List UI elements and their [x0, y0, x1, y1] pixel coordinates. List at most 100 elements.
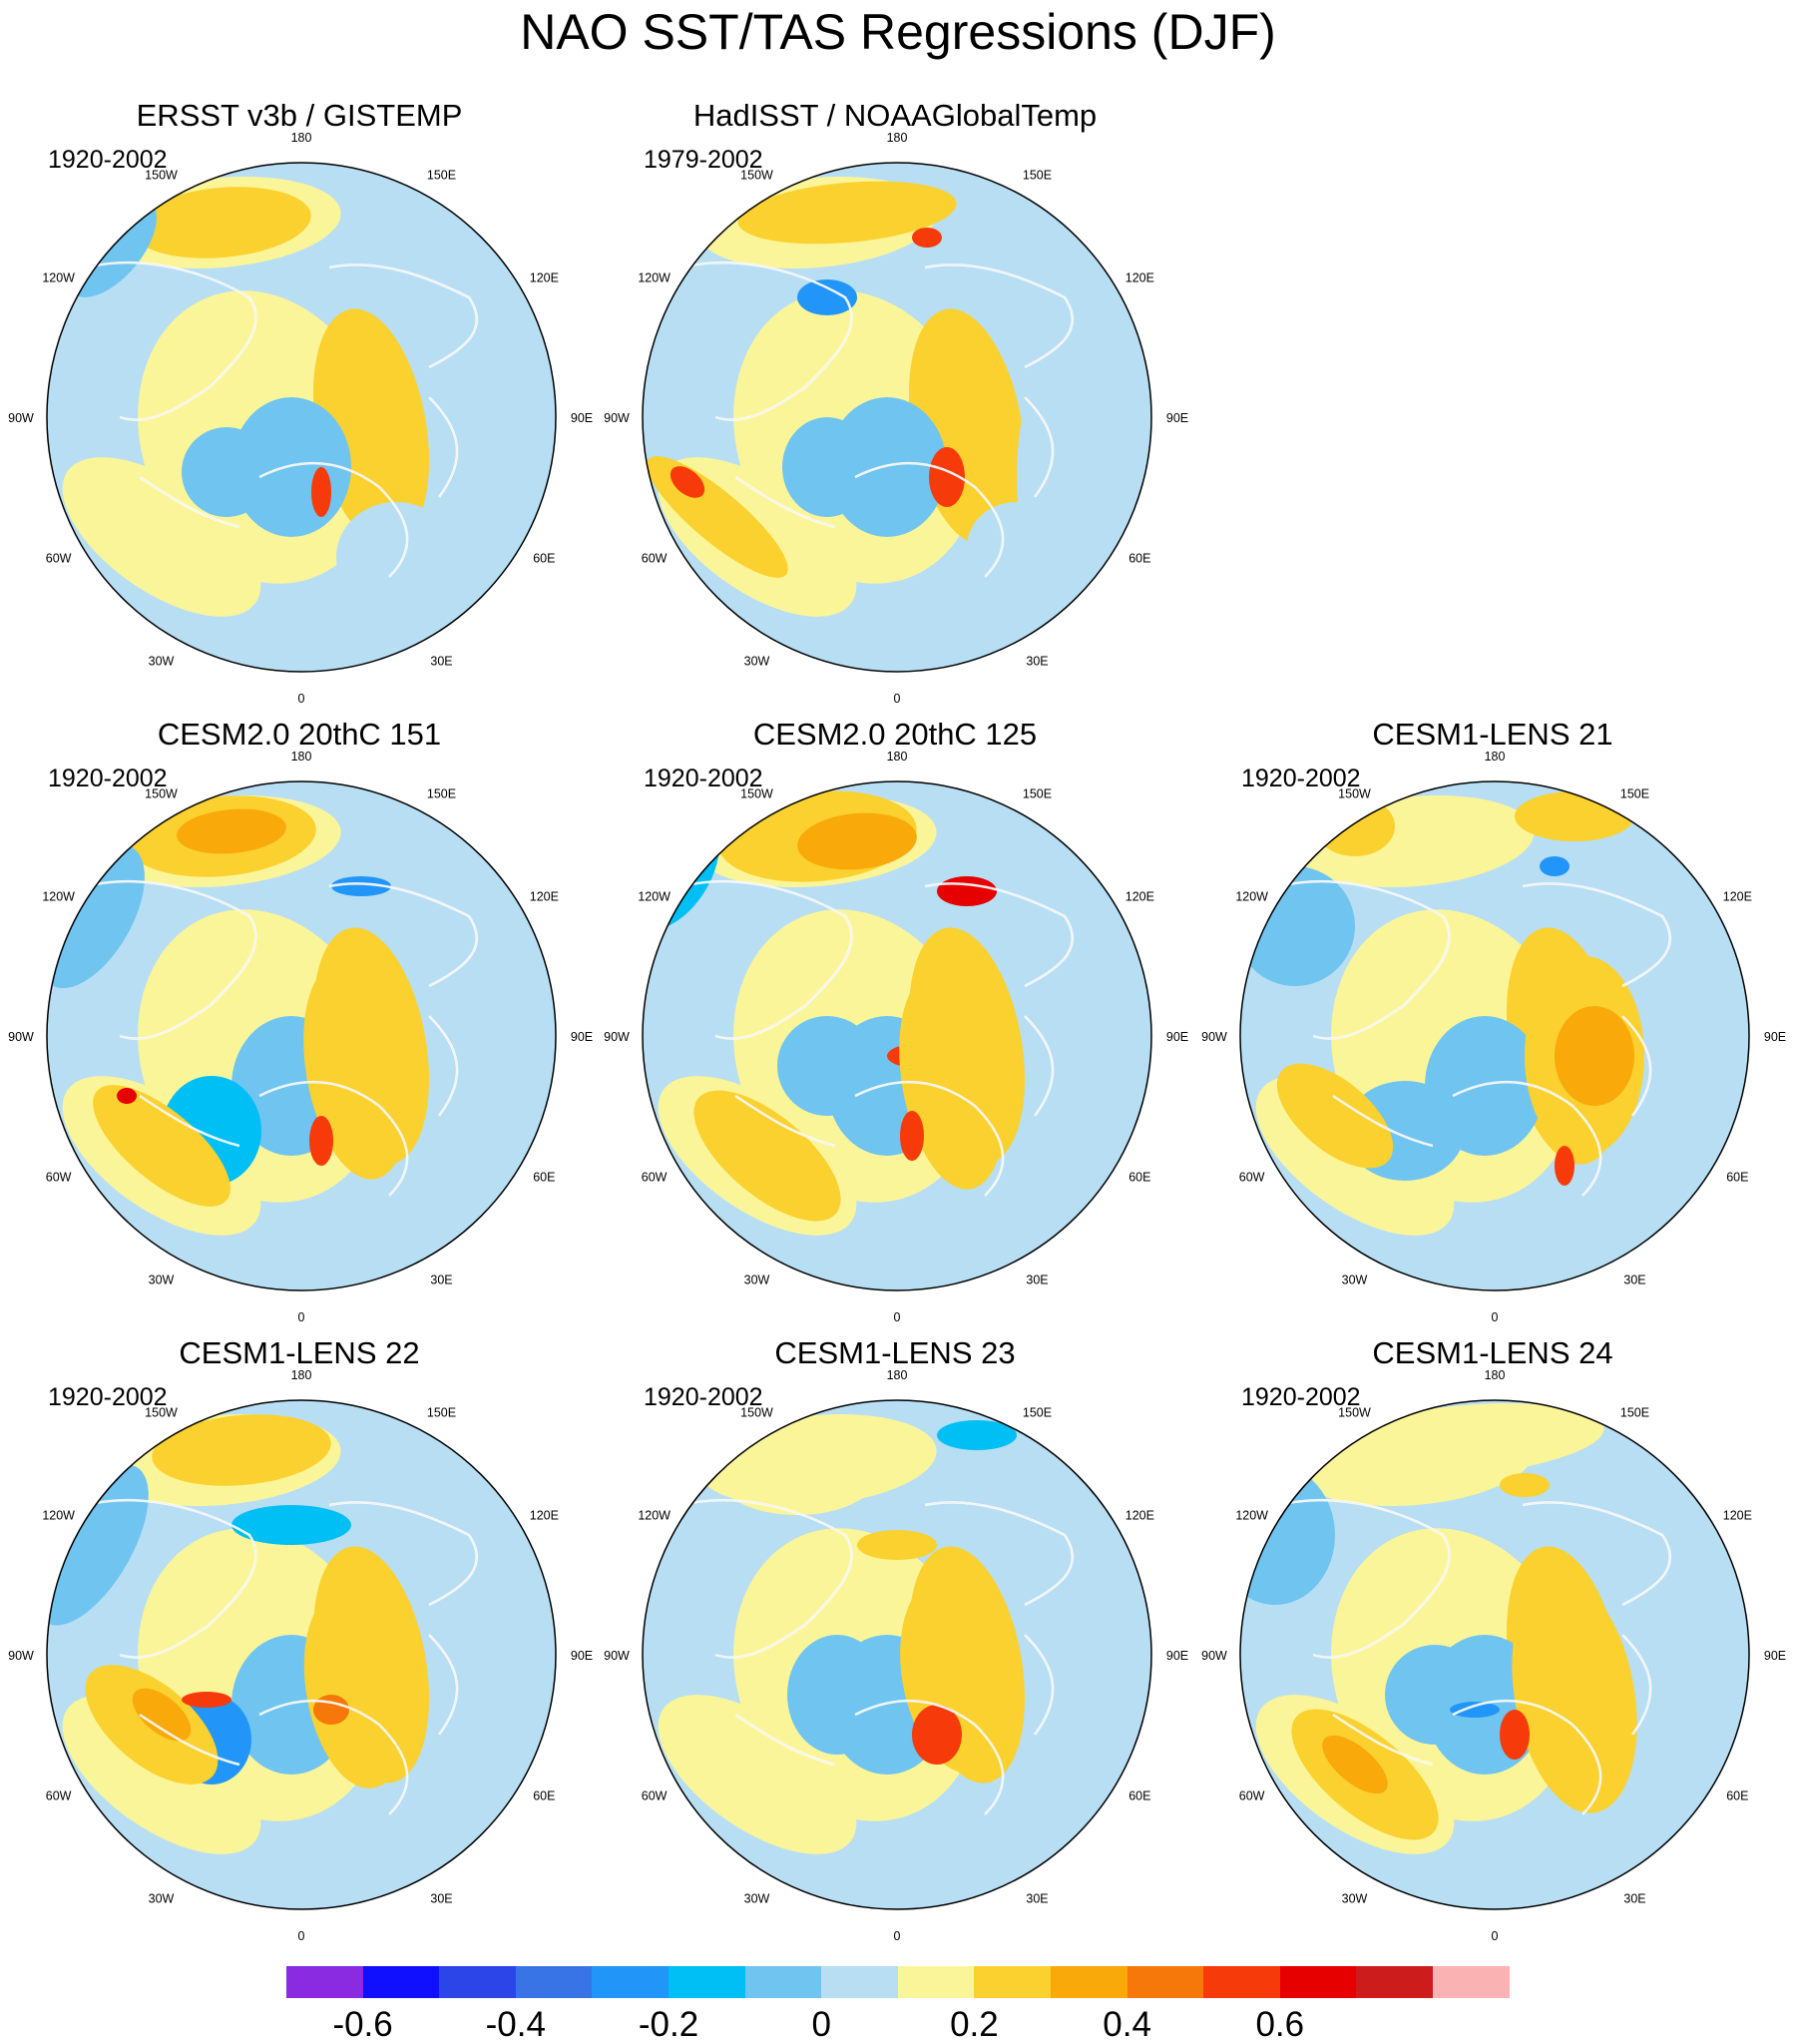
colorbar-box [669, 1966, 745, 1998]
colorbar-box [439, 1966, 516, 1998]
longitude-label: 150W [1338, 1406, 1371, 1420]
longitude-label: 120E [1125, 271, 1154, 285]
colorbar-box [1356, 1966, 1433, 1998]
anomaly-region [1322, 1735, 1388, 1794]
longitude-label: 90E [1166, 1030, 1188, 1044]
longitude-label: 0 [894, 1310, 901, 1324]
coastline-outline [1621, 1634, 1652, 1736]
anomaly-region [737, 181, 957, 245]
coastline-outline [1252, 879, 1451, 1040]
polar-map: 180 150E 120E 90E 60E 30E 0 30W 60W 90W 120W 150W [8, 131, 593, 706]
longitude-label: 180 [291, 750, 312, 764]
coastline-outline [655, 879, 853, 1040]
anomaly-region [857, 1530, 937, 1560]
longitude-label: 120E [1125, 890, 1154, 904]
coastline-outline [1452, 1080, 1602, 1197]
longitude-label: 0 [1492, 1929, 1499, 1943]
anomaly-region [717, 1435, 877, 1515]
coastline-outline [924, 1501, 1075, 1607]
longitude-label: 120E [530, 1509, 559, 1523]
map-field [1240, 1400, 1749, 1909]
longitude-label: 30E [1026, 1891, 1048, 1905]
anomaly-region [912, 1705, 962, 1765]
longitude-label: 90E [571, 1030, 593, 1044]
longitude-label: 30W [1342, 1273, 1368, 1286]
anomaly-region [937, 1420, 1017, 1450]
colorbar-box [1051, 1966, 1127, 1998]
longitude-label: 180 [1485, 750, 1506, 764]
anomaly-region [132, 1688, 192, 1742]
anomaly-region [132, 187, 311, 258]
map-panel-cesm2-125: CESM2.0 20thC 125 1920-2002 180 150E 120E 9… [596, 717, 1194, 1335]
longitude-label: 90W [1201, 1030, 1227, 1044]
anomaly-region [1276, 1063, 1394, 1169]
panel-period: 1979-2002 [644, 146, 763, 174]
longitude-label: 90E [1166, 1649, 1188, 1663]
anomaly-region [1500, 1473, 1550, 1497]
coastline-outline [854, 1699, 1005, 1815]
anomaly-region [1555, 1006, 1634, 1106]
anomaly-region [1512, 1576, 1637, 1813]
longitude-label: 150E [1620, 787, 1649, 801]
coastline-outline [1252, 1498, 1451, 1659]
anomaly-region [797, 812, 917, 870]
longitude-label: 90E [1764, 1649, 1786, 1663]
longitude-label: 0 [298, 1929, 305, 1943]
longitude-label: 30E [1623, 1273, 1645, 1286]
longitude-label: 60W [46, 1789, 72, 1803]
coastline-outline [139, 1713, 240, 1767]
longitude-label: 60W [642, 1789, 668, 1803]
anomaly-region [1450, 1702, 1500, 1718]
colorbar-tick-label: -0.2 [638, 2005, 699, 2044]
longitude-label: 60E [1726, 1171, 1748, 1185]
panel-period: 1920-2002 [1241, 765, 1361, 792]
panel-period: 1920-2002 [48, 1383, 168, 1411]
longitude-label: 60W [46, 552, 72, 566]
longitude-label: 150E [1023, 1406, 1052, 1420]
anomaly-region [47, 1464, 149, 1626]
map-panel-lens-23: CESM1-LENS 23 1920-2002 180 150E 120E 90E 60… [596, 1335, 1194, 1954]
longitude-label: 60E [1726, 1789, 1748, 1803]
coastline-outline [428, 1634, 459, 1736]
map-frame [642, 780, 1152, 1291]
longitude-label: 0 [1492, 1310, 1499, 1324]
map-frame [642, 1399, 1152, 1910]
longitude-label: 30W [744, 654, 770, 668]
colorbar-tick-label: -0.4 [485, 2005, 546, 2044]
anomaly-region [664, 1699, 811, 1830]
longitude-label: 60W [1239, 1171, 1265, 1185]
anomaly-region [62, 457, 261, 617]
longitude-label: 150W [1338, 787, 1371, 801]
anomaly-region [93, 1085, 230, 1207]
map-panel-lens-21: CESM1-LENS 21 1920-2002 180 150E 120E 90E 60… [1193, 717, 1792, 1335]
longitude-label: 150E [1023, 169, 1052, 183]
anomaly-region [313, 1695, 349, 1725]
panel-title: CESM2.0 20thC 151 [157, 717, 442, 752]
panel-period: 1920-2002 [48, 765, 168, 792]
longitude-label: 30W [744, 1891, 770, 1905]
longitude-label: 120W [42, 890, 75, 904]
anomaly-region [303, 1591, 409, 1788]
longitude-label: 30W [149, 654, 175, 668]
colorbar-box [897, 1966, 975, 1998]
longitude-label: 180 [291, 131, 312, 145]
longitude-label: 30E [430, 654, 452, 668]
longitude-label: 180 [1485, 1368, 1506, 1382]
longitude-label: 90W [8, 411, 34, 425]
coastline-outline [1452, 1699, 1602, 1815]
longitude-label: 90W [604, 1030, 630, 1044]
coastline-outline [258, 1080, 409, 1197]
anomaly-region [797, 279, 857, 315]
longitude-label: 150E [427, 787, 456, 801]
figure-title: NAO SST/TAS Regressions (DJF) [520, 4, 1276, 60]
longitude-label: 150E [1023, 787, 1052, 801]
map-panel-hadisst-noaa: HadISST / NOAAGlobalTemp 1979-2002 180 15… [596, 98, 1194, 717]
map-field [1240, 781, 1749, 1290]
polar-map: 180 150E 120E 90E 60E 30E 0 30W 60W 90W 120W 150W [1201, 1368, 1786, 1943]
map-panel-cesm2-151: CESM2.0 20thC 151 1920-2002 180 150E 120E 9… [0, 717, 599, 1335]
colorbar-box [821, 1966, 898, 1998]
colorbar-box [1126, 1966, 1204, 1998]
coastline-outline [734, 1094, 836, 1148]
map-frame [46, 780, 557, 1291]
longitude-label: 0 [298, 692, 305, 706]
